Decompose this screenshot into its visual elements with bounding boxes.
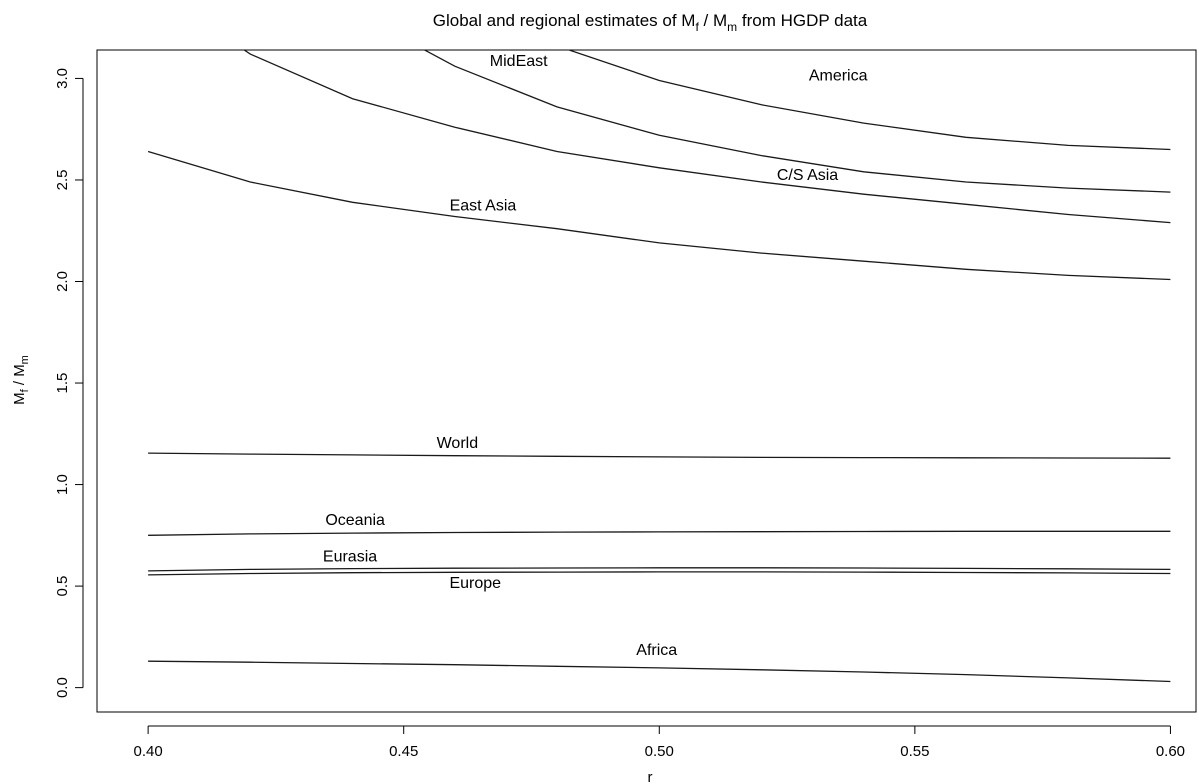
chart-title-subscript-m: m <box>727 20 737 34</box>
chart-title-prefix: Global and regional estimates of M <box>433 11 696 30</box>
series-line-mideast <box>423 50 1171 193</box>
series-line-america <box>567 50 1171 151</box>
y-axis-label-subscript-m: m <box>19 355 31 364</box>
chart-title: Global and regional estimates of Mf / Mm… <box>433 11 868 34</box>
y-axis-label: Mf / Mm <box>11 355 31 405</box>
series-line-europe <box>148 571 1171 576</box>
chart-title-subscript-f: f <box>695 20 699 34</box>
series-label-mideast: MidEast <box>490 53 548 70</box>
series-label-oceania: Oceania <box>325 512 385 529</box>
series-label-c-s-asia: C/S Asia <box>777 167 838 184</box>
series-label-east-asia: East Asia <box>450 197 517 214</box>
x-tick-label: 0.50 <box>645 743 674 760</box>
plot-frame <box>96 49 1197 713</box>
y-tick-label: 0.5 <box>54 576 71 597</box>
y-tick-label: 3.0 <box>54 68 71 89</box>
series-line-africa <box>148 660 1171 683</box>
series-line-eurasia <box>148 567 1171 572</box>
series-labels: America MidEast C/S Asia East Asia World Ocea… <box>323 53 868 659</box>
x-tick-label: 0.60 <box>1156 743 1185 760</box>
y-axis: 0.0 0.5 1.0 1.5 2.0 2.5 3.0 <box>54 68 84 698</box>
series-line-oceania <box>148 530 1171 536</box>
series-label-america: America <box>809 67 868 84</box>
series-lines <box>147 50 1171 683</box>
x-axis: 0.40 0.45 0.50 0.55 0.60 <box>134 725 1185 760</box>
x-tick-label: 0.45 <box>389 743 418 760</box>
y-tick-label: 0.0 <box>54 677 71 698</box>
x-tick-label: 0.40 <box>134 743 163 760</box>
y-axis-label-mid: / M <box>11 364 28 389</box>
series-label-eurasia: Eurasia <box>323 549 377 566</box>
y-tick-label: 2.5 <box>54 170 71 191</box>
series-label-world: World <box>437 435 479 452</box>
y-tick-label: 2.0 <box>54 271 71 292</box>
y-axis-label-prefix: M <box>11 392 28 405</box>
series-label-europe: Europe <box>449 575 501 592</box>
series-line-east-asia <box>147 150 1171 281</box>
chart-title-mid: / M <box>699 11 727 30</box>
series-line-world <box>148 452 1171 459</box>
series-line-c-s-asia <box>243 50 1171 224</box>
series-label-africa: Africa <box>636 642 677 659</box>
x-axis-label: r <box>648 769 653 784</box>
y-axis-label-subscript-f: f <box>19 388 31 392</box>
chart-title-suffix: from HGDP data <box>737 11 868 30</box>
x-tick-label: 0.55 <box>900 743 929 760</box>
y-tick-label: 1.5 <box>54 373 71 394</box>
y-tick-label: 1.0 <box>54 474 71 495</box>
